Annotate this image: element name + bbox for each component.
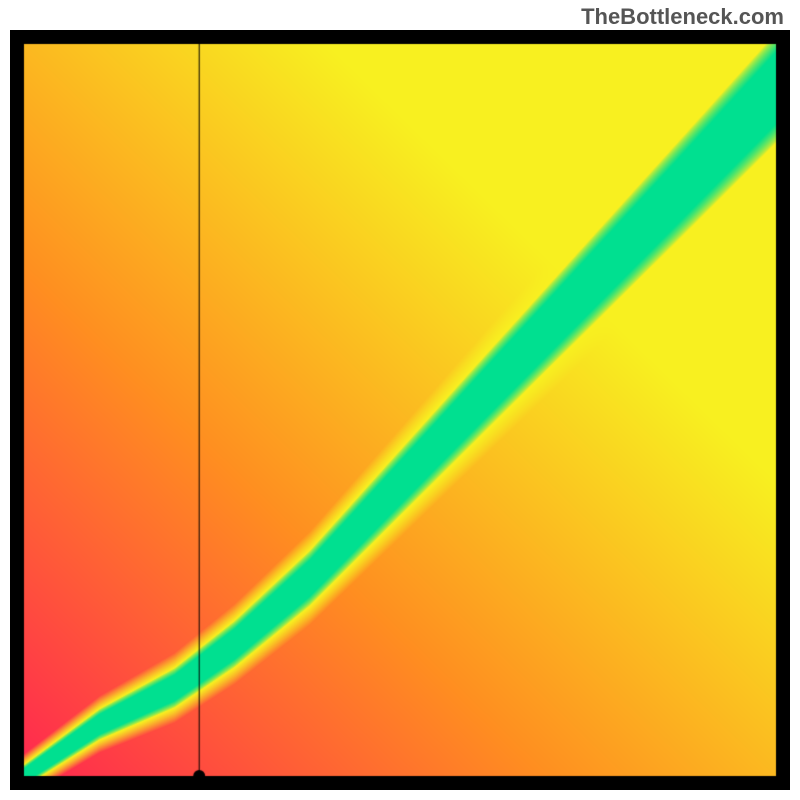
bottleneck-heatmap bbox=[10, 30, 790, 790]
watermark-text: TheBottleneck.com bbox=[581, 4, 784, 30]
heatmap-canvas bbox=[10, 30, 790, 790]
